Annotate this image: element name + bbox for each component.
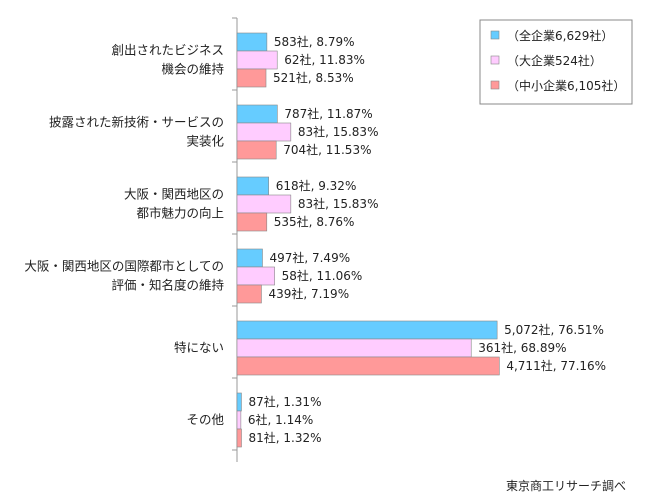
category-label: 特にない [174, 340, 224, 355]
category-label: 評価・知名度の維持 [111, 278, 224, 293]
category-label: その他 [186, 412, 224, 427]
bar [236, 356, 500, 376]
bar [236, 68, 267, 88]
legend-label: （全企業6,629社） [507, 28, 613, 43]
data-label: 583社, 8.79% [274, 34, 355, 49]
legend-box [479, 19, 633, 105]
bar [236, 392, 242, 412]
data-label: 87社, 1.31% [248, 394, 321, 409]
category-label: 実装化 [186, 134, 224, 149]
data-label: 704社, 11.53% [283, 142, 371, 157]
bar [236, 32, 268, 52]
legend-label: （中小企業6,105社） [507, 78, 625, 93]
category-label: 披露された新技術・サービスの [49, 115, 224, 130]
bar [236, 50, 278, 70]
data-label: 58社, 11.06% [282, 268, 363, 283]
category-label: 機会の維持 [161, 62, 224, 77]
bar [236, 194, 292, 214]
data-label: 81社, 1.32% [248, 430, 321, 445]
data-label: 787社, 11.87% [284, 106, 372, 121]
data-label: 6社, 1.14% [248, 412, 313, 427]
bar [236, 338, 472, 358]
data-label: 5,072社, 76.51% [504, 322, 604, 337]
data-label: 521社, 8.53% [273, 70, 354, 85]
legend-swatch [490, 80, 500, 90]
legend-label: （大企業524社） [507, 53, 602, 68]
category-label: 大阪・関西地区の国際都市としての [24, 259, 224, 274]
category-label: 大阪・関西地区の [124, 187, 224, 202]
bar [236, 176, 269, 196]
legend-swatch [490, 55, 500, 65]
data-label: 535社, 8.76% [274, 214, 355, 229]
bar [236, 140, 277, 160]
source-note: 東京商工リサーチ調べ [506, 478, 626, 493]
bar [236, 410, 242, 430]
data-label: 618社, 9.32% [276, 178, 357, 193]
category-label: 都市魅力の向上 [136, 206, 224, 221]
data-label: 439社, 7.19% [268, 286, 349, 301]
legend-swatch [490, 30, 500, 40]
bar [236, 248, 263, 268]
data-label: 4,711社, 77.16% [506, 358, 606, 373]
data-label: 361社, 68.89% [478, 340, 566, 355]
bar [236, 104, 278, 124]
data-label: 497社, 7.49% [269, 250, 350, 265]
data-label: 62社, 11.83% [284, 52, 365, 67]
data-label: 83社, 15.83% [298, 124, 379, 139]
category-label: 創出されたビジネス [111, 43, 224, 58]
bar [236, 428, 242, 448]
legend: （全企業6,629社） （大企業524社） （中小企業6,105社） [479, 19, 633, 105]
bar [236, 266, 275, 286]
bar [236, 320, 498, 340]
bar [236, 122, 292, 142]
data-label: 83社, 15.83% [298, 196, 379, 211]
bar [236, 284, 262, 304]
bar [236, 212, 268, 232]
